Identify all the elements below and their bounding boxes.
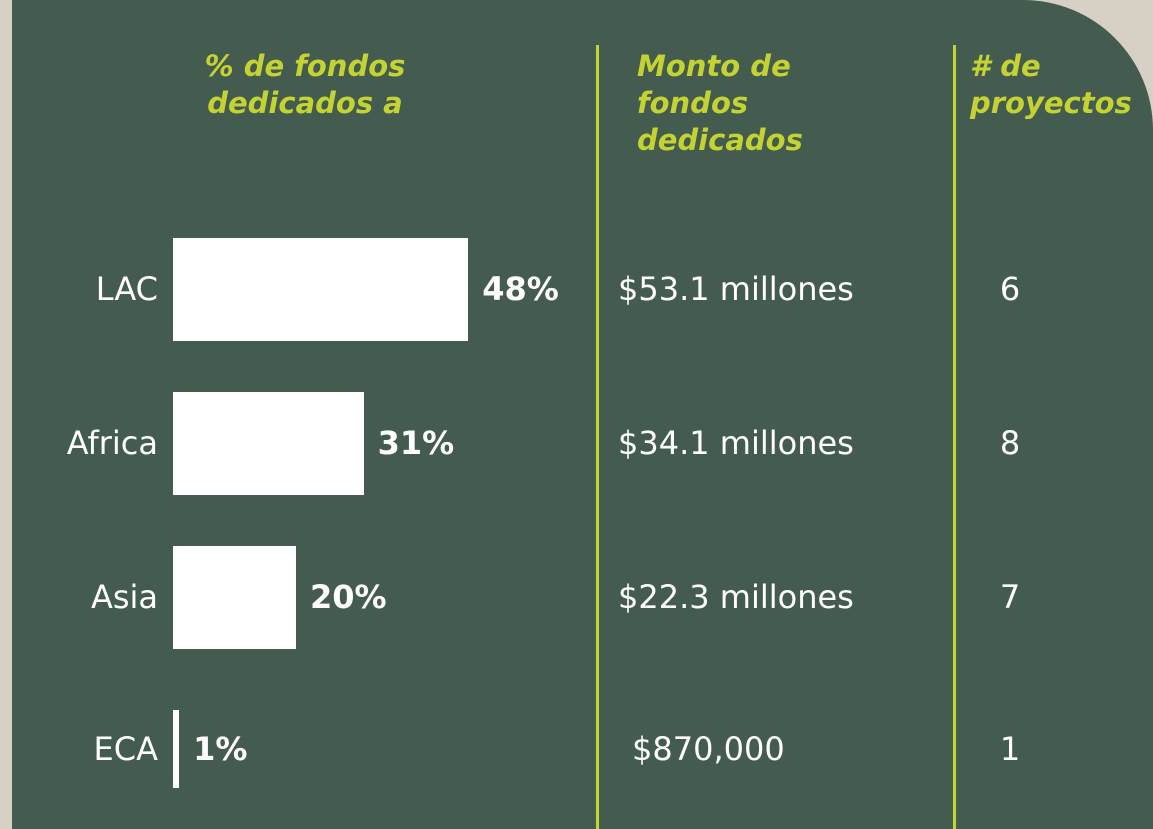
column-divider <box>953 45 956 829</box>
bar <box>173 545 296 649</box>
amount: $53.1 millones <box>618 270 854 308</box>
bar <box>173 710 180 788</box>
project-count: 6 <box>999 270 1021 308</box>
bar <box>173 237 469 341</box>
value-label: 20% <box>310 578 387 616</box>
project-count: 7 <box>999 578 1021 616</box>
amount: $22.3 millones <box>618 578 854 616</box>
category-label: ECA <box>93 730 158 768</box>
value-label: 1% <box>193 730 248 768</box>
column-divider <box>596 45 599 829</box>
value-label: 48% <box>482 270 559 308</box>
amount: $870,000 <box>632 730 785 768</box>
project-count: 8 <box>999 424 1021 462</box>
value-label: 31% <box>377 424 455 462</box>
column-header: Monto de fondos dedicados <box>637 49 803 157</box>
category-label: Asia <box>90 578 158 616</box>
category-label: LAC <box>95 270 158 308</box>
amount: $34.1 millones <box>618 424 854 462</box>
project-count: 1 <box>999 730 1021 768</box>
column-header: % de fondos dedicados a <box>204 49 406 120</box>
category-label: Africa <box>66 424 158 462</box>
column-header: # de proyectos <box>970 49 1132 120</box>
bar <box>173 391 364 495</box>
